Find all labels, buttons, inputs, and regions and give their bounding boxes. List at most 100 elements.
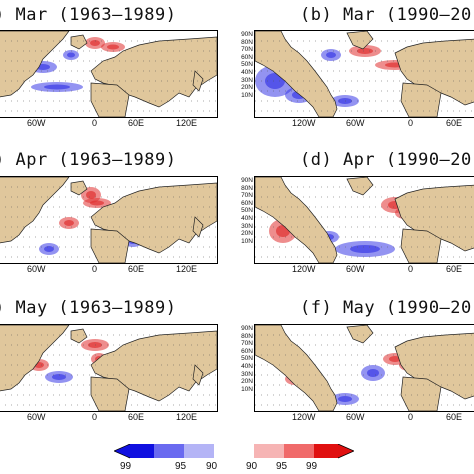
lat-label: 10N — [241, 237, 253, 245]
land-mass — [70, 180, 88, 196]
lat-label: 60N — [241, 199, 253, 207]
negative-anomaly-core — [367, 369, 379, 377]
negative-anomaly-core — [44, 246, 54, 252]
land-mass — [400, 228, 442, 263]
colorbar-pos-95 — [284, 444, 314, 458]
lat-label: 80N — [241, 184, 253, 192]
lat-label: 60N — [241, 53, 253, 61]
panel-title-d: (d) Apr (1990–20 — [300, 150, 472, 170]
colorbar-neg-99 — [114, 444, 154, 458]
positive-anomaly-core — [90, 40, 100, 46]
lon-label: 120W — [292, 118, 316, 128]
map-panel-c — [0, 176, 218, 264]
lon-label: 0 — [408, 412, 414, 422]
land-mass — [90, 228, 130, 263]
negative-anomaly-core — [44, 84, 70, 90]
colorbar-label: 95 — [175, 461, 187, 472]
lon-label: 0 — [408, 118, 414, 128]
lon-label: 60E — [128, 412, 145, 422]
map-d-svg — [255, 177, 474, 263]
negative-anomaly-core — [350, 245, 380, 253]
lon-label: 120E — [176, 412, 198, 422]
colorbar-label: 99 — [306, 461, 318, 472]
map-a-svg — [0, 31, 217, 117]
lat-label: 10N — [241, 385, 253, 393]
lon-label: 120W — [292, 264, 316, 274]
lat-label: 70N — [241, 46, 253, 54]
lon-label: 0 — [92, 412, 98, 422]
land-mass — [394, 184, 474, 252]
negative-anomaly-core — [52, 374, 66, 380]
colorbar-neg-95 — [154, 444, 184, 458]
land-mass — [0, 177, 70, 244]
map-panel-e — [0, 324, 218, 412]
lat-label: 40N — [241, 214, 253, 222]
lat-label: 50N — [241, 207, 253, 215]
lon-label: 60E — [446, 118, 463, 128]
positive-anomaly-core — [107, 44, 119, 50]
lat-label: 90N — [241, 31, 253, 38]
map-c-svg — [0, 177, 217, 263]
map-panel-f — [254, 324, 474, 412]
positive-anomaly-core — [86, 191, 96, 199]
panel-title-f: (f) May (1990–20 — [300, 298, 472, 318]
negative-anomaly-core — [338, 396, 352, 402]
colorbar-label: 99 — [120, 461, 132, 472]
land-mass — [255, 31, 338, 117]
lat-label: 90N — [241, 325, 253, 332]
land-mass — [255, 177, 338, 263]
lon-label: 0 — [92, 118, 98, 128]
lat-label: 70N — [241, 340, 253, 348]
colorbar-pos-99 — [314, 444, 354, 458]
colorbar-label: 95 — [276, 461, 288, 472]
lat-label: 30N — [241, 76, 253, 84]
lon-label: 60E — [446, 264, 463, 274]
land-mass — [90, 376, 130, 411]
land-mass — [400, 82, 442, 117]
lat-label: 80N — [241, 332, 253, 340]
land-mass — [346, 177, 374, 196]
land-mass — [70, 328, 88, 344]
lat-label: 10N — [241, 91, 253, 99]
positive-anomaly-core — [357, 48, 373, 54]
lon-label: 60W — [346, 412, 365, 422]
lat-label: 60N — [241, 347, 253, 355]
land-mass — [192, 216, 204, 238]
lon-label: 60W — [346, 118, 365, 128]
map-panel-d — [254, 176, 474, 264]
land-mass — [192, 364, 204, 386]
map-panel-a — [0, 30, 218, 118]
land-mass — [394, 332, 474, 400]
negative-anomaly-core — [326, 52, 336, 58]
map-b-svg — [255, 31, 474, 117]
lat-label: 40N — [241, 68, 253, 76]
panel-title-b: (b) Mar (1990–20 — [300, 5, 472, 25]
lon-label: 60W — [346, 264, 365, 274]
land-mass — [70, 34, 88, 50]
panel-title-a: ) Mar (1963–1989) — [0, 5, 177, 25]
lat-label: 40N — [241, 362, 253, 370]
land-mass — [255, 325, 338, 411]
map-e-svg — [0, 325, 217, 411]
positive-anomaly-core — [90, 200, 104, 206]
lat-label: 80N — [241, 38, 253, 46]
lat-label: 20N — [241, 378, 253, 386]
land-mass — [0, 325, 70, 392]
lon-label: 120E — [176, 264, 198, 274]
lat-label: 70N — [241, 192, 253, 200]
colorbar-label: 90 — [246, 461, 258, 472]
land-mass — [394, 38, 474, 106]
lat-label: 20N — [241, 230, 253, 238]
map-f-svg — [255, 325, 474, 411]
land-mass — [346, 31, 374, 50]
lon-label: 60W — [27, 412, 46, 422]
lon-label: 120W — [292, 412, 316, 422]
colorbar — [114, 444, 354, 459]
land-mass — [192, 70, 204, 92]
lat-label: 20N — [241, 84, 253, 92]
lon-label: 60E — [446, 412, 463, 422]
lat-labels-d: 90N 80N 70N 60N 50N 40N 30N 20N 10N — [233, 177, 253, 245]
colorbar-neg-90 — [184, 444, 214, 458]
land-mass — [346, 325, 374, 344]
lon-label: 60W — [27, 118, 46, 128]
